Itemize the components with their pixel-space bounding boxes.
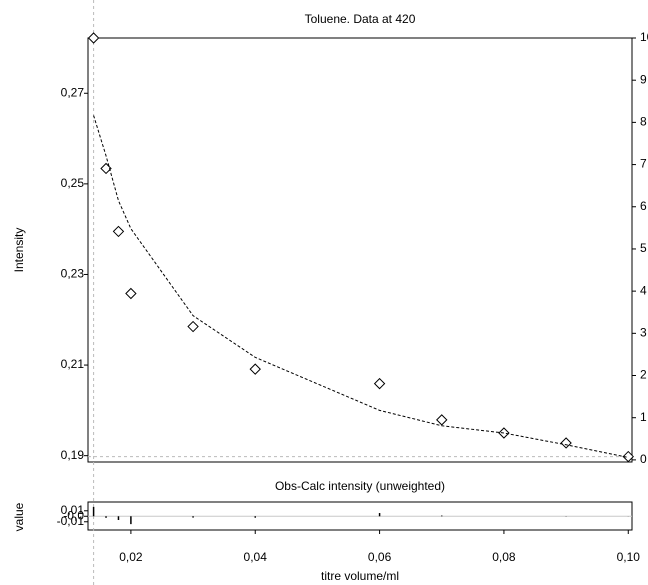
y2-tick-label: 0 <box>640 452 647 466</box>
y-tick-label: 0,01 <box>61 503 85 517</box>
y2-tick-label: 1 <box>640 410 647 424</box>
data-point <box>622 450 634 463</box>
data-point <box>112 225 125 238</box>
y2-tick-label: 7 <box>640 157 647 171</box>
chart-title: Toluene. Data at 420 <box>305 12 416 26</box>
data-point <box>560 437 572 449</box>
y-tick-label: -0,0 <box>63 508 84 522</box>
x-tick-label: 0,10 <box>617 550 641 564</box>
y-tick-label: -0,01 <box>57 514 85 528</box>
y2-tick-label: 3 <box>640 325 647 339</box>
main-plot-frame <box>87 37 633 463</box>
fit-line <box>93 115 629 458</box>
x-axis-label: titre volume/ml <box>321 569 399 583</box>
y-tick-label: 0,27 <box>61 85 85 99</box>
y2-tick-label: 4 <box>640 283 647 297</box>
data-point <box>87 32 100 44</box>
data-point <box>436 414 448 426</box>
y2-tick-label: 9 <box>640 72 647 86</box>
data-point <box>187 320 199 333</box>
y-tick-label: 0,23 <box>61 267 85 281</box>
y-axis-label: Intensity <box>12 228 26 273</box>
residual-y-axis-label: value <box>12 502 26 531</box>
data-point <box>125 287 137 300</box>
data-point <box>373 377 386 390</box>
data-point <box>249 363 261 375</box>
y2-tick-label: 8 <box>640 115 647 129</box>
y2-tick-label: 2 <box>640 368 647 382</box>
x-tick-label: 0,06 <box>368 550 392 564</box>
y2-tick-label: 10 <box>640 30 648 44</box>
y-tick-label: 0,19 <box>61 448 85 462</box>
y-tick-label: 0,21 <box>61 357 85 371</box>
data-point <box>498 427 510 439</box>
y2-tick-label: 6 <box>640 199 647 213</box>
y-tick-label: 0,25 <box>61 176 85 190</box>
y2-tick-label: 5 <box>640 241 647 255</box>
x-tick-label: 0,02 <box>119 550 143 564</box>
x-tick-label: 0,04 <box>244 550 268 564</box>
x-tick-label: 0,08 <box>492 550 516 564</box>
residual-title: Obs-Calc intensity (unweighted) <box>275 479 445 493</box>
